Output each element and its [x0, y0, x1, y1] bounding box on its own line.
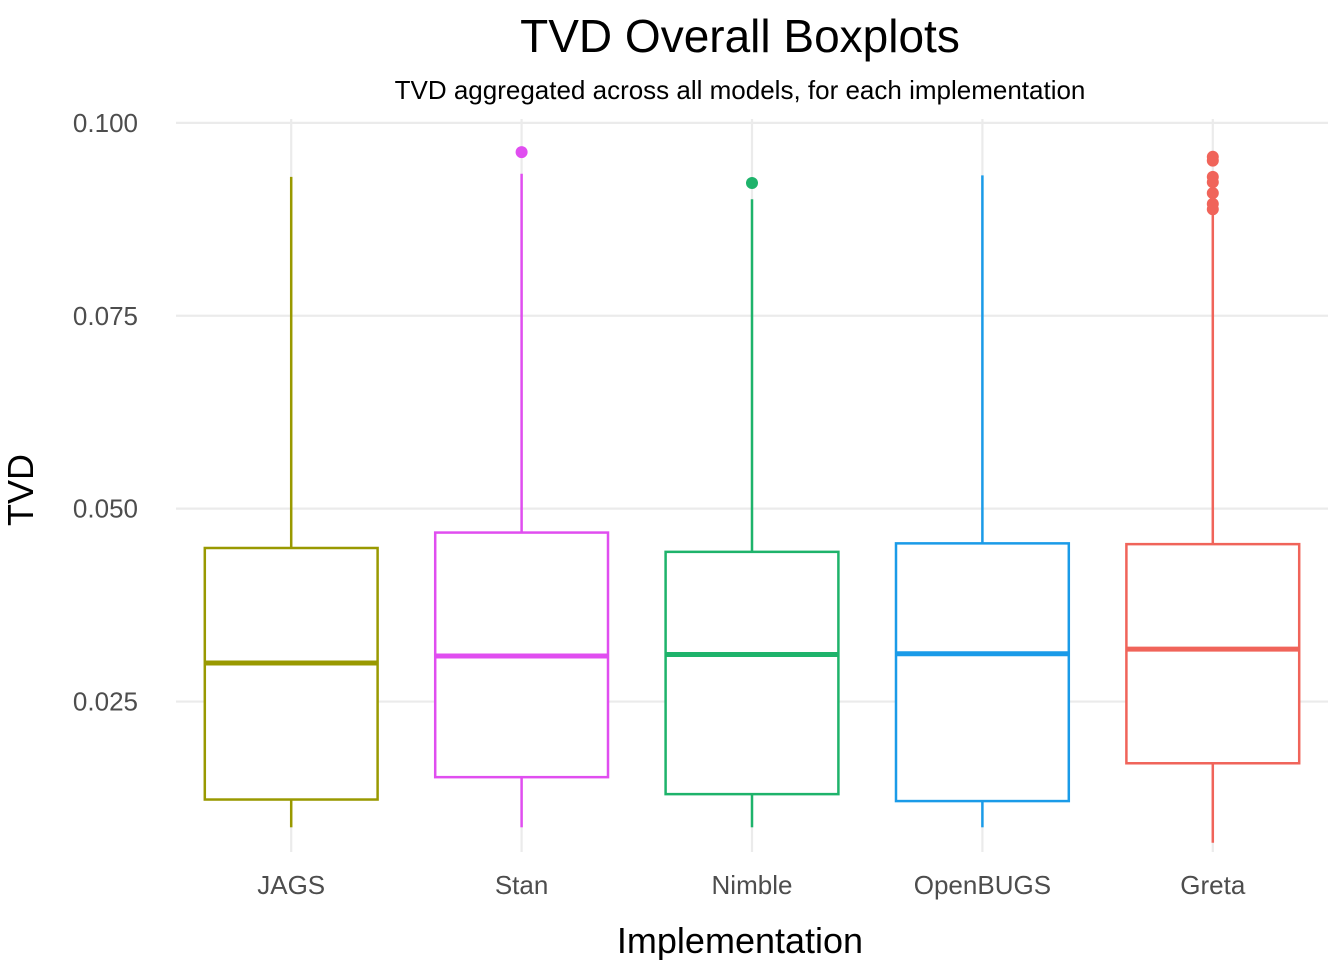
box-openbugs: [894, 175, 1071, 828]
chart-subtitle: TVD aggregated across all models, for ea…: [395, 75, 1086, 105]
outlier-point: [515, 146, 528, 159]
chart-title: TVD Overall Boxplots: [520, 10, 960, 62]
y-tick-label: 0.100: [73, 108, 138, 138]
x-tick-label: Stan: [495, 870, 549, 900]
y-tick-label: 0.075: [73, 301, 138, 331]
iqr-box: [664, 550, 840, 796]
x-tick-label: OpenBUGS: [914, 870, 1051, 900]
box-jags: [203, 176, 379, 828]
boxes: [203, 146, 1301, 843]
iqr-box: [894, 542, 1071, 803]
x-tick-label: Greta: [1180, 870, 1246, 900]
iqr-box: [203, 546, 379, 801]
y-axis-ticks: 0.025 0.050 0.075 0.100: [73, 108, 138, 717]
x-tick-label: Nimble: [712, 870, 793, 900]
box-greta: [1125, 150, 1301, 843]
box-stan: [433, 146, 610, 828]
x-axis-title: Implementation: [617, 920, 863, 960]
outlier-point: [1206, 187, 1219, 200]
outlier-point: [1206, 197, 1219, 210]
y-tick-label: 0.050: [73, 494, 138, 524]
outlier-point: [1206, 170, 1219, 183]
x-axis-ticks: JAGS Stan Nimble OpenBUGS Greta: [257, 870, 1246, 900]
box-nimble: [664, 177, 840, 828]
x-tick-label: JAGS: [257, 870, 325, 900]
y-tick-label: 0.025: [73, 687, 138, 717]
outlier-point: [1206, 150, 1219, 163]
outlier-point: [746, 177, 758, 190]
y-axis-title: TVD: [0, 454, 41, 526]
iqr-box: [1125, 542, 1301, 765]
